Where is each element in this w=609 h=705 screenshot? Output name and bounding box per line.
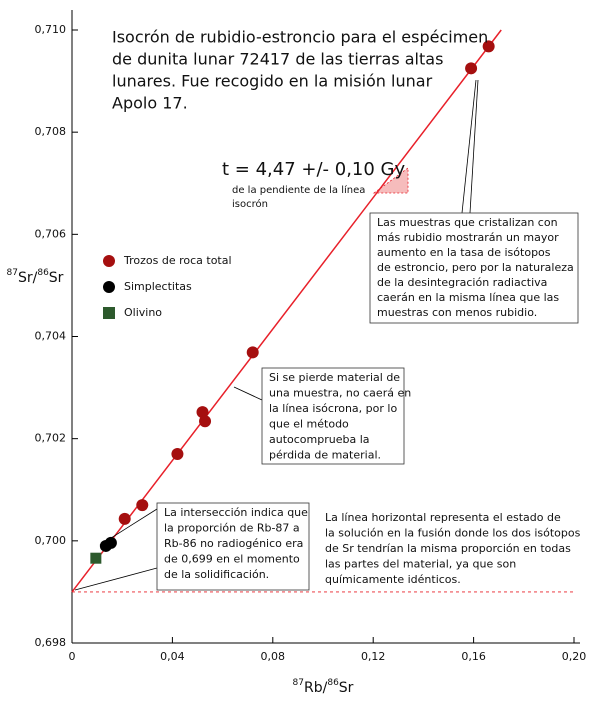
x-tick-label: 0,12 [361, 650, 386, 663]
chart-title: Isocrón de rubidio-estroncio para el esp… [112, 28, 488, 47]
y-tick-label: 0,700 [35, 534, 67, 547]
chart-title: lunares. Fue recogido en la misión lunar [112, 72, 433, 91]
x-axis-label-part: 86 [327, 678, 339, 688]
annotation-text: caerán en la misma línea que las [377, 291, 559, 304]
annotation-text: Si se pierde material de [269, 371, 400, 384]
annotation-text: las partes del material, ya que son [325, 558, 516, 571]
callout-line [99, 508, 158, 546]
data-point [246, 346, 259, 359]
annotation-text: La línea horizontal representa el estado… [325, 511, 561, 524]
legend-marker [103, 281, 115, 293]
x-tick-label: 0,08 [261, 650, 286, 663]
annotation-text: de 0,699 en el momento [164, 553, 300, 566]
y-tick-label: 0,710 [35, 23, 67, 36]
x-tick-label: 0 [69, 650, 76, 663]
data-point [465, 62, 478, 75]
data-point [482, 40, 495, 53]
annotation-text: más rubidio mostrarán un mayor [377, 231, 559, 244]
age-note: de la pendiente de la línea [232, 184, 365, 196]
annotation-text: de la desintegración radiactiva [377, 276, 547, 289]
annotation-text: la solución en la fusión donde los dos i… [325, 527, 581, 540]
callout-line [469, 79, 479, 214]
annotation-text: autocomprueba la [269, 433, 370, 446]
annotation-box [156, 502, 310, 591]
x-axis-label: 87Rb/86Sr [293, 678, 354, 697]
legend-marker [103, 255, 115, 267]
annotation-text: que el método [269, 418, 349, 431]
annotation-box [261, 367, 405, 465]
y-tick-label: 0,704 [35, 330, 67, 343]
data-point [118, 512, 131, 525]
annotation-text: Rb-86 no radiogénico era [164, 537, 303, 550]
x-axis-label-part: Rb/ [304, 680, 328, 696]
legend-marker [103, 307, 115, 319]
callout-line [461, 79, 477, 214]
slope-triangle [372, 167, 409, 194]
annotation-text: la línea isócrona, por lo [269, 402, 397, 415]
annotation-text: de Sr tendrían la misma proporción en to… [325, 542, 571, 555]
callout-line [233, 386, 263, 401]
data-point [199, 415, 212, 428]
annotation-box [369, 212, 579, 324]
y-tick-label: 0,702 [35, 432, 67, 445]
y-axis-label-part: 86 [37, 268, 49, 278]
chart-title: de dunita lunar 72417 de las tierras alt… [112, 50, 443, 69]
y-tick-label: 0,708 [35, 125, 67, 138]
y-tick-label: 0,706 [35, 227, 67, 240]
x-tick-label: 0,04 [160, 650, 185, 663]
legend-label: Trozos de roca total [123, 254, 232, 267]
data-point [171, 447, 184, 460]
legend-label: Olivino [124, 306, 162, 319]
x-tick-label: 0,16 [461, 650, 486, 663]
annotation-text: muestras con menos rubidio. [377, 306, 537, 319]
annotation-text: Las muestras que cristalizan con [377, 216, 558, 229]
x-tick-label: 0,20 [562, 650, 587, 663]
annotation-text: químicamente idénticos. [325, 573, 461, 586]
callout-line [74, 567, 158, 591]
annotation-text: de estroncio, pero por la naturaleza [377, 261, 574, 274]
annotation-text: una muestra, no caerá en [269, 387, 411, 400]
annotation-text: de la solidificación. [164, 568, 269, 581]
chart-title: Apolo 17. [112, 94, 188, 113]
annotation-text: la proporción de Rb-87 a [164, 522, 300, 535]
y-tick-label: 0,698 [35, 636, 67, 649]
data-point [104, 536, 117, 549]
annotation-text: aumento en la tasa de isótopos [377, 246, 551, 259]
x-axis-label-part: Sr [339, 680, 354, 696]
annotation-text: pérdida de material. [269, 449, 381, 462]
data-point [136, 499, 149, 512]
y-axis-label-part: 87 [7, 268, 18, 278]
age-label: t = 4,47 +/- 0,10 Gy [222, 159, 405, 180]
age-note: isocrón [232, 198, 268, 210]
x-axis-label-part: 87 [293, 678, 304, 688]
y-axis-label: 87Sr/86Sr [7, 268, 64, 287]
data-point [90, 552, 102, 564]
data-point [196, 406, 209, 419]
y-axis-label-part: Sr/ [18, 270, 38, 286]
legend-label: Simplectitas [124, 280, 192, 293]
y-axis-label-part: Sr [49, 270, 64, 286]
isochron-line [71, 29, 502, 593]
annotation-text: La intersección indica que [164, 506, 308, 519]
